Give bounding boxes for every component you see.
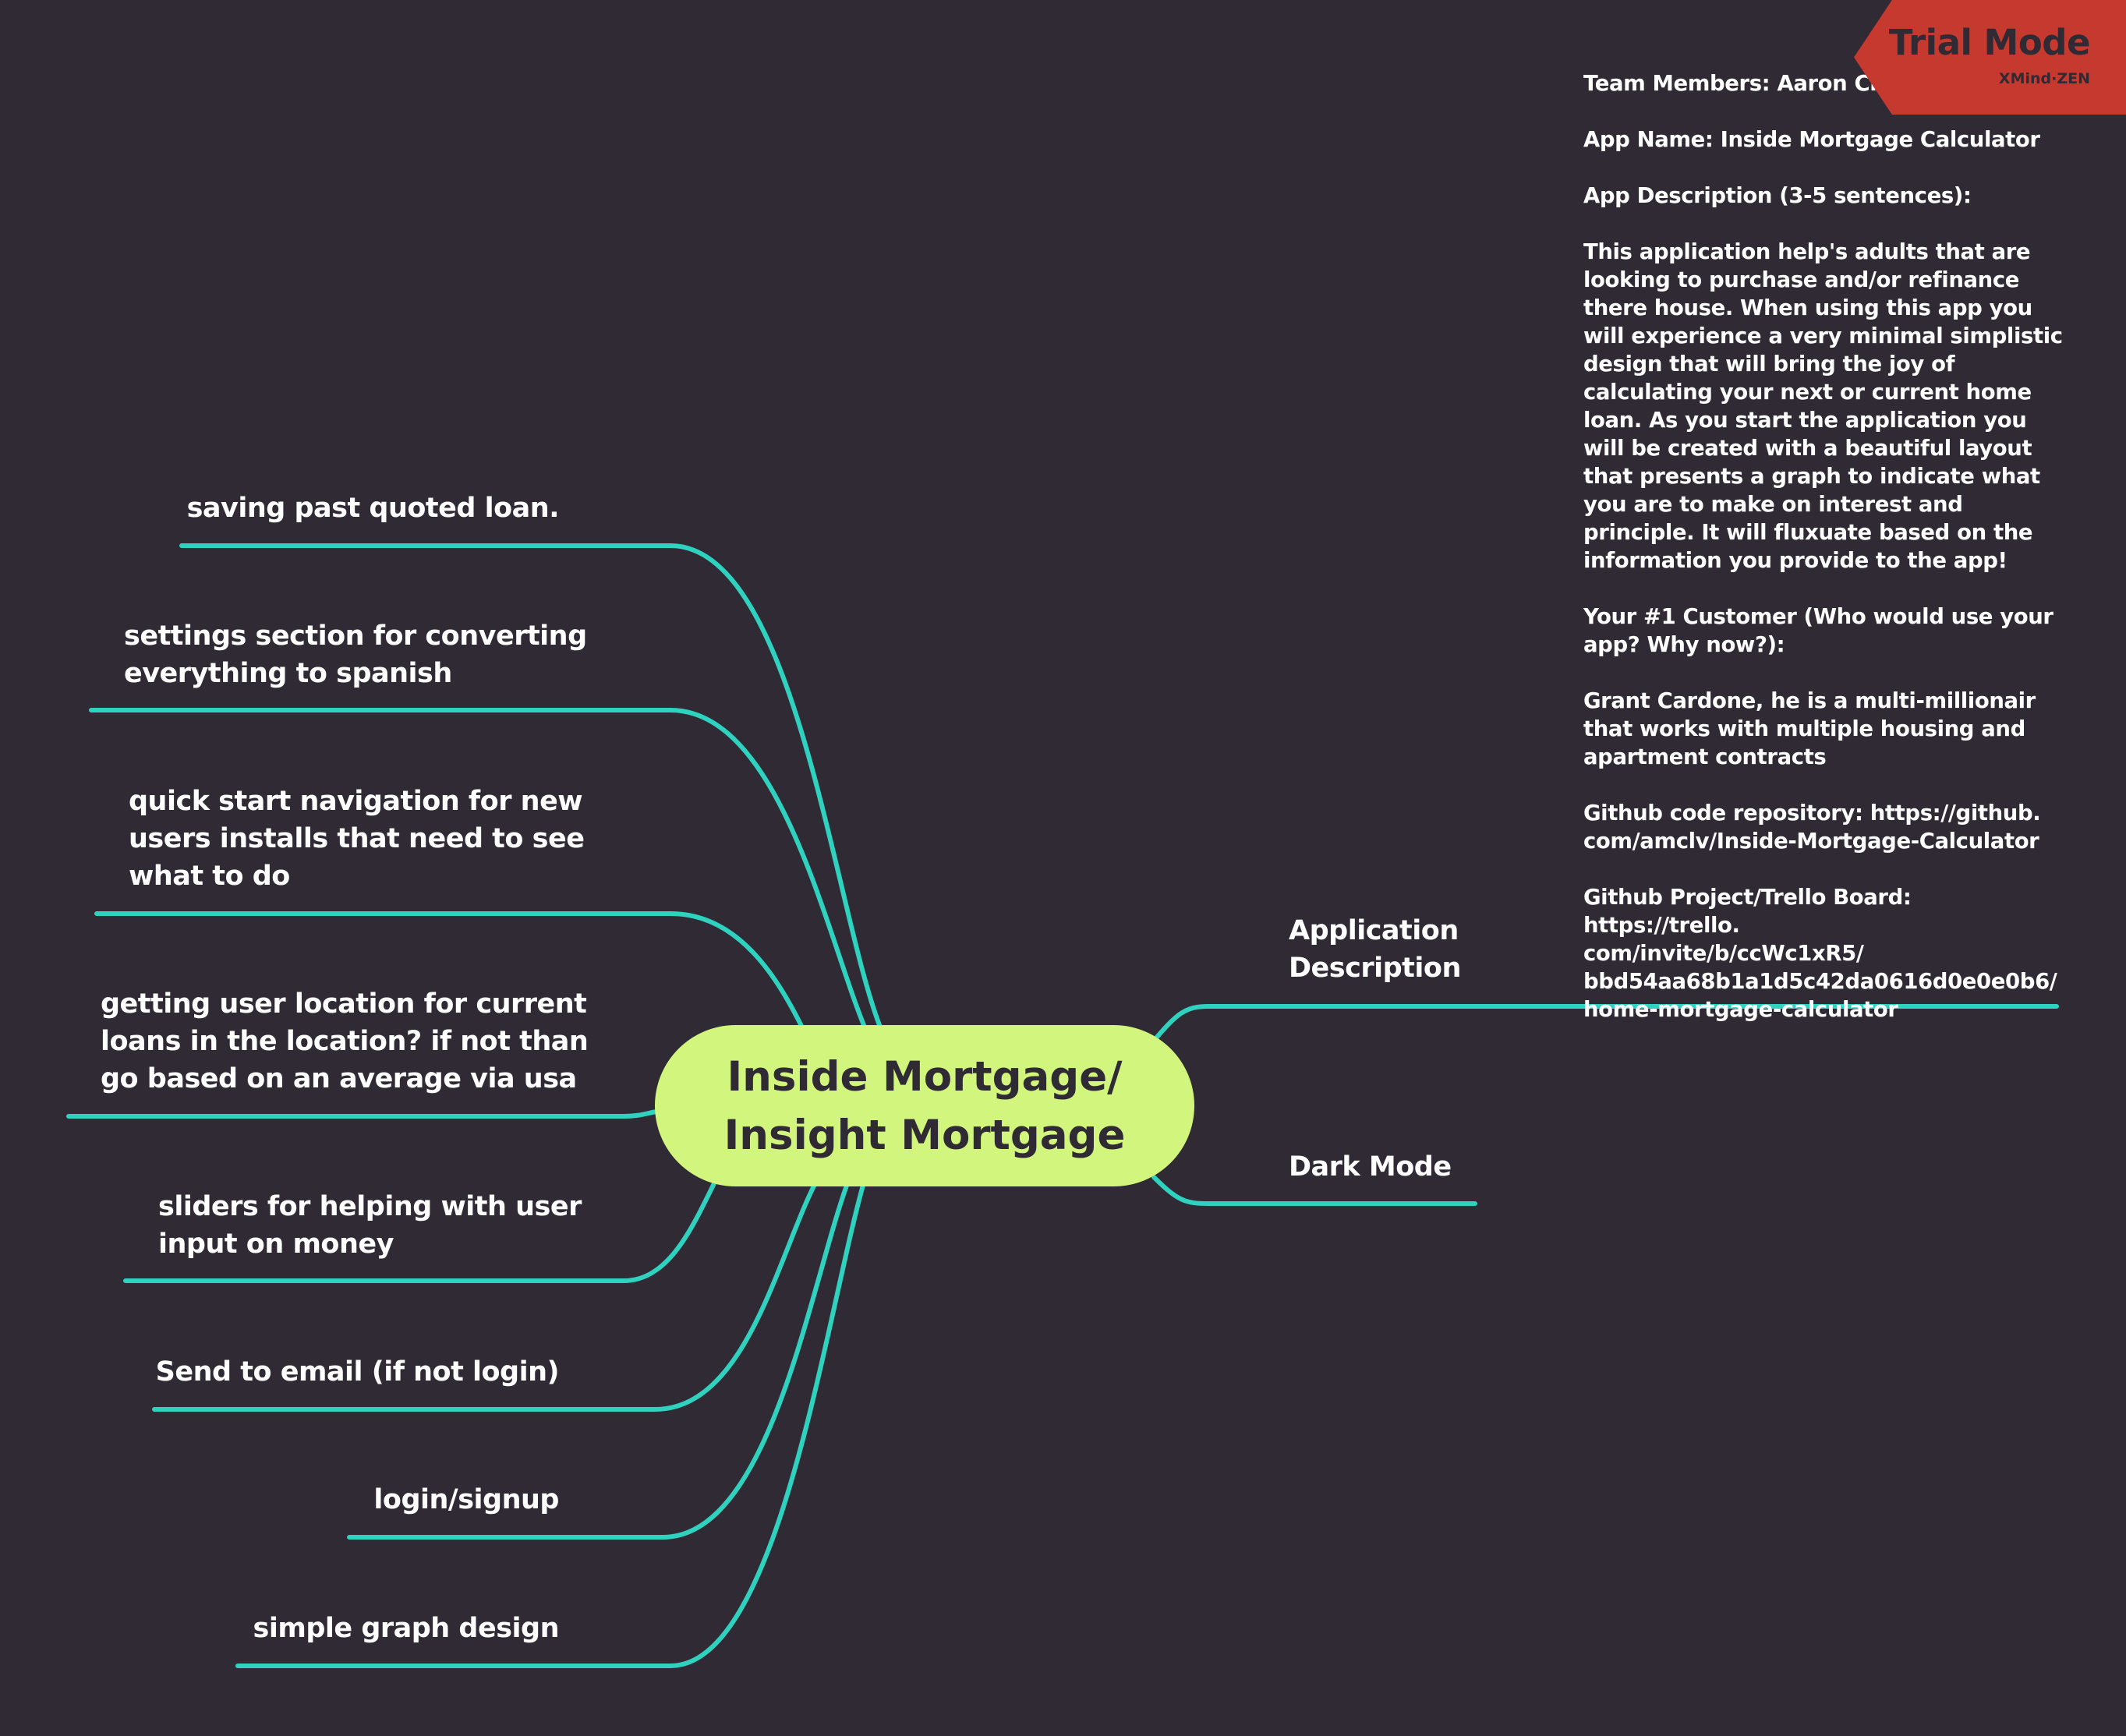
topic-line: loans in the location? if not than (101, 1026, 589, 1057)
branch-line-email (152, 1175, 821, 1412)
note-github-board: Github Project/Trello Board: https://tre… (1583, 885, 2057, 1022)
topic-line: Send to email (if not login) (155, 1356, 560, 1388)
topic-line: settings section for converting (124, 621, 587, 652)
branch-line-saving (179, 543, 883, 1031)
topic-line: Application (1289, 915, 1459, 946)
topic-line: sliders for helping with user (158, 1191, 582, 1222)
topic-line: getting user location for current (101, 988, 587, 1020)
branch-line-quick-start (94, 911, 805, 1031)
trial-mode-badge[interactable]: Trial Mode XMind·ZEN (1854, 0, 2126, 115)
note-customer-body: Grant Cardone, he is a multi-millionair … (1583, 688, 2036, 769)
branch-line-login (347, 1175, 852, 1540)
topic-line: login/signup (373, 1484, 559, 1515)
topic-line: everything to spanish (124, 658, 452, 689)
note-app-name: App Name: Inside Mortgage Calculator (1583, 127, 2040, 152)
note-github-repo: Github code repository: https://github. … (1583, 801, 2041, 854)
topic-line: input on money (158, 1229, 394, 1260)
topic-dark-mode[interactable]: Dark Mode (1289, 1148, 1452, 1186)
topic-user-location[interactable]: getting user location for current loans … (101, 985, 589, 1098)
topic-quick-start-navigation[interactable]: quick start navigation for new users ins… (129, 783, 585, 895)
topic-line: quick start navigation for new (129, 786, 583, 817)
topic-settings-spanish[interactable]: settings section for converting everythi… (124, 617, 587, 692)
xmind-zen-logo: XMind·ZEN (1998, 70, 2090, 87)
branch-line-settings (89, 708, 868, 1031)
central-topic[interactable]: Inside Mortgage/ Insight Mortgage (655, 1025, 1194, 1186)
topic-line: Description (1289, 953, 1461, 984)
topic-line: simple graph design (253, 1613, 560, 1644)
topic-line: go based on an average via usa (101, 1063, 577, 1094)
note-description-body: This application help's adults that are … (1583, 239, 2063, 573)
branch-line-sliders (123, 1175, 720, 1283)
application-description-note: Team Members: Aaron Cleveland App Name: … (1583, 69, 2067, 1052)
branch-line-graph (235, 1175, 868, 1668)
note-customer-heading: Your #1 Customer (Who would use your app… (1583, 604, 2053, 657)
topic-sliders[interactable]: sliders for helping with user input on m… (158, 1188, 582, 1263)
topic-line: users installs that need to see (129, 823, 585, 854)
branch-line-location (66, 1109, 659, 1119)
topic-login-signup[interactable]: login/signup (373, 1481, 559, 1519)
topic-saving-past-quoted-loan[interactable]: saving past quoted loan. (186, 490, 560, 527)
central-topic-line-1: Inside Mortgage/ (727, 1052, 1123, 1101)
topic-line: Dark Mode (1289, 1151, 1452, 1183)
topic-line: what to do (129, 861, 290, 892)
topic-line: saving past quoted loan. (186, 493, 560, 524)
topic-application-description[interactable]: Application Description (1289, 912, 1461, 987)
note-description-heading: App Description (3-5 sentences): (1583, 183, 1972, 208)
central-topic-line-2: Insight Mortgage (723, 1111, 1126, 1159)
topic-simple-graph-design[interactable]: simple graph design (253, 1610, 560, 1647)
trial-mode-title: Trial Mode (1888, 22, 2091, 63)
branch-line-app-description (1151, 1004, 2059, 1043)
topic-send-to-email[interactable]: Send to email (if not login) (155, 1353, 560, 1391)
branch-line-dark-mode (1151, 1175, 1477, 1206)
